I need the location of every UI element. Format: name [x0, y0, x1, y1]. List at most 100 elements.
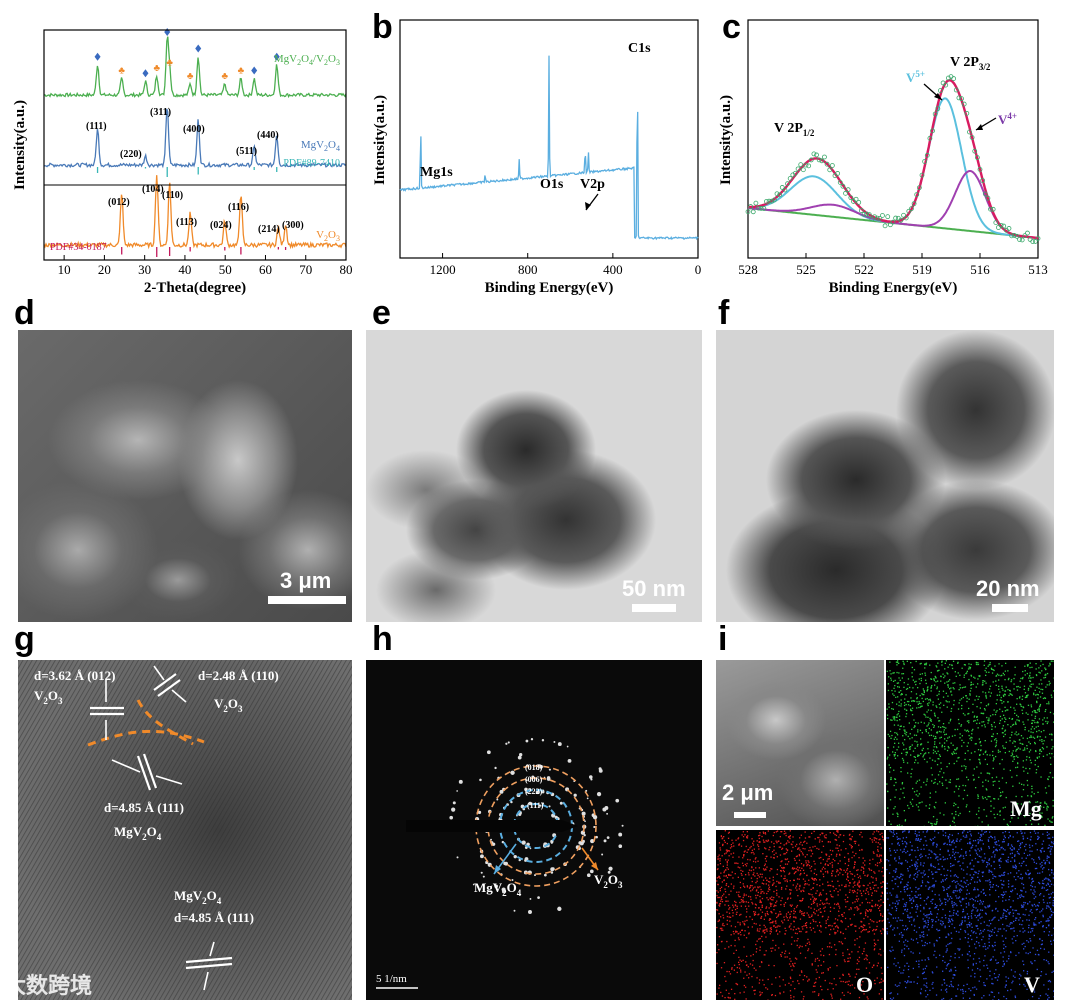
i-v-dot-101: [969, 997, 971, 999]
i-o-dot-1525: [769, 889, 771, 891]
i-o-dot-399: [728, 855, 730, 857]
i-v-dot-258: [953, 912, 955, 914]
i-o-dot-944: [843, 834, 845, 837]
i-o-dot-1122: [718, 854, 720, 856]
i-v-dot-60: [982, 945, 984, 948]
i-mg-dot-422: [1039, 705, 1041, 707]
i-v-dot-528: [1000, 857, 1002, 859]
i-o-dot-1419: [819, 879, 821, 881]
i-o-dot-651: [812, 887, 814, 889]
i-o-dot-1349: [860, 877, 862, 879]
v2p-xtick-label-2: 522: [854, 262, 874, 277]
i-mg-dot-753: [977, 663, 980, 666]
i-mg-dot-441: [940, 726, 942, 729]
i-mg-dot-1279: [951, 735, 954, 737]
i-o-dot-1550: [827, 841, 829, 843]
i-v-dot-277: [1047, 889, 1049, 891]
i-o-dot-1428: [853, 855, 855, 857]
i-o-dot-225: [829, 890, 831, 892]
i-v-dot-1199: [974, 972, 976, 975]
i-v-dot-1195: [961, 916, 964, 919]
i-mg-dot-695: [1041, 812, 1043, 814]
i-o-dot-864: [793, 912, 795, 915]
i-v-dot-1283: [1032, 880, 1035, 882]
i-mg-dot-417: [920, 662, 922, 665]
i-v-dot-191: [950, 970, 952, 972]
i-v-dot-1401: [971, 876, 973, 879]
i-o-dot-476: [746, 886, 749, 888]
i-mg-dot-434: [1049, 733, 1051, 735]
i-mg-dot-606: [963, 676, 965, 678]
i-mg-dot-1061: [1023, 770, 1025, 772]
i-o-dot-181: [821, 868, 823, 870]
i-o-dot-578: [851, 857, 853, 859]
i-mg-dot-531: [945, 779, 947, 781]
i-o-dot-912: [811, 894, 813, 896]
i-v-dot-1408: [949, 896, 952, 898]
i-o-dot-1609: [765, 869, 767, 871]
i-o-dot-1280: [829, 862, 831, 865]
i-mg-dot-1295: [888, 820, 890, 822]
i-mg-dot-1186: [1000, 791, 1002, 794]
i-v-dot-48: [892, 902, 894, 904]
i-o-dot-438: [751, 866, 753, 869]
i-o-dot-1294: [879, 838, 881, 840]
i-mg-dot-736: [968, 722, 970, 724]
i-v-dot-309: [893, 927, 895, 929]
i-o-dot-924: [875, 884, 877, 886]
diffraction-spot-27: [525, 739, 529, 743]
i-v-dot-706: [1051, 872, 1053, 874]
i-o-dot-788: [867, 931, 869, 933]
i-o-dot-270: [750, 890, 752, 892]
i-mg-dot-534: [1020, 704, 1022, 706]
i-mg-dot-1082: [932, 816, 935, 818]
i-mg-dot-722: [1024, 749, 1026, 751]
i-v-dot-696: [993, 949, 996, 951]
i-v-dot-559: [1048, 931, 1051, 933]
xrd-xtick-label-7: 80: [340, 262, 353, 277]
i-mg-dot-195: [1012, 756, 1015, 758]
i-mg-dot-373: [1022, 721, 1024, 723]
i-mg-dot-1034: [983, 708, 986, 710]
i-v-dot-707: [1015, 909, 1018, 912]
i-o-dot-1187: [858, 886, 861, 888]
i-o-dot-1608: [856, 959, 859, 961]
i-v-dot-1019: [998, 844, 1000, 847]
i-mg-dot-142: [1040, 731, 1042, 733]
i-mg-dot-1054: [956, 748, 958, 750]
raw-point-103: [1017, 237, 1022, 242]
i-o-dot-1258: [757, 914, 759, 916]
i-mg-dot-1246: [913, 791, 916, 793]
i-mg-dot-1260: [942, 784, 944, 786]
i-o-dot-556: [752, 887, 754, 889]
i-o-dot-1589: [745, 901, 747, 903]
i-o-dot-623: [798, 853, 800, 856]
i-mg-dot-1011: [942, 723, 945, 725]
i-mg-dot-904: [994, 726, 996, 728]
i-mg-dot-675: [979, 707, 981, 709]
i-o-dot-492: [756, 940, 758, 942]
i-o-dot-418: [804, 837, 807, 839]
i-o-dot-1520: [734, 900, 736, 903]
i-o-dot-661: [820, 856, 822, 859]
i-v-dot-1234: [1052, 877, 1054, 879]
i-v-dot-471: [930, 863, 932, 865]
i-o-dot-152: [850, 839, 852, 841]
i-o-dot-1110: [747, 835, 749, 837]
i-v-dot-887: [1035, 843, 1037, 845]
i-v-dot-947: [979, 969, 981, 971]
xrd-xtick-label-6: 70: [299, 262, 312, 277]
diffraction-spot-35: [541, 739, 545, 742]
i-o-dot-932: [739, 922, 741, 924]
i-o-dot-903: [740, 969, 742, 971]
i-v-dot-490: [1034, 832, 1037, 834]
i-o-dot-1583: [824, 910, 826, 912]
i-o-dot-686: [882, 928, 884, 930]
i-v-dot-96: [966, 926, 969, 928]
i-o-dot-786: [803, 914, 805, 917]
i-mg-dot-82: [898, 715, 901, 717]
xrd-xtick-label-2: 30: [138, 262, 151, 277]
saed-ring-018: (018): [525, 763, 543, 772]
i-mg-dot-307: [939, 737, 941, 739]
i-mg-dot-542: [941, 744, 943, 746]
